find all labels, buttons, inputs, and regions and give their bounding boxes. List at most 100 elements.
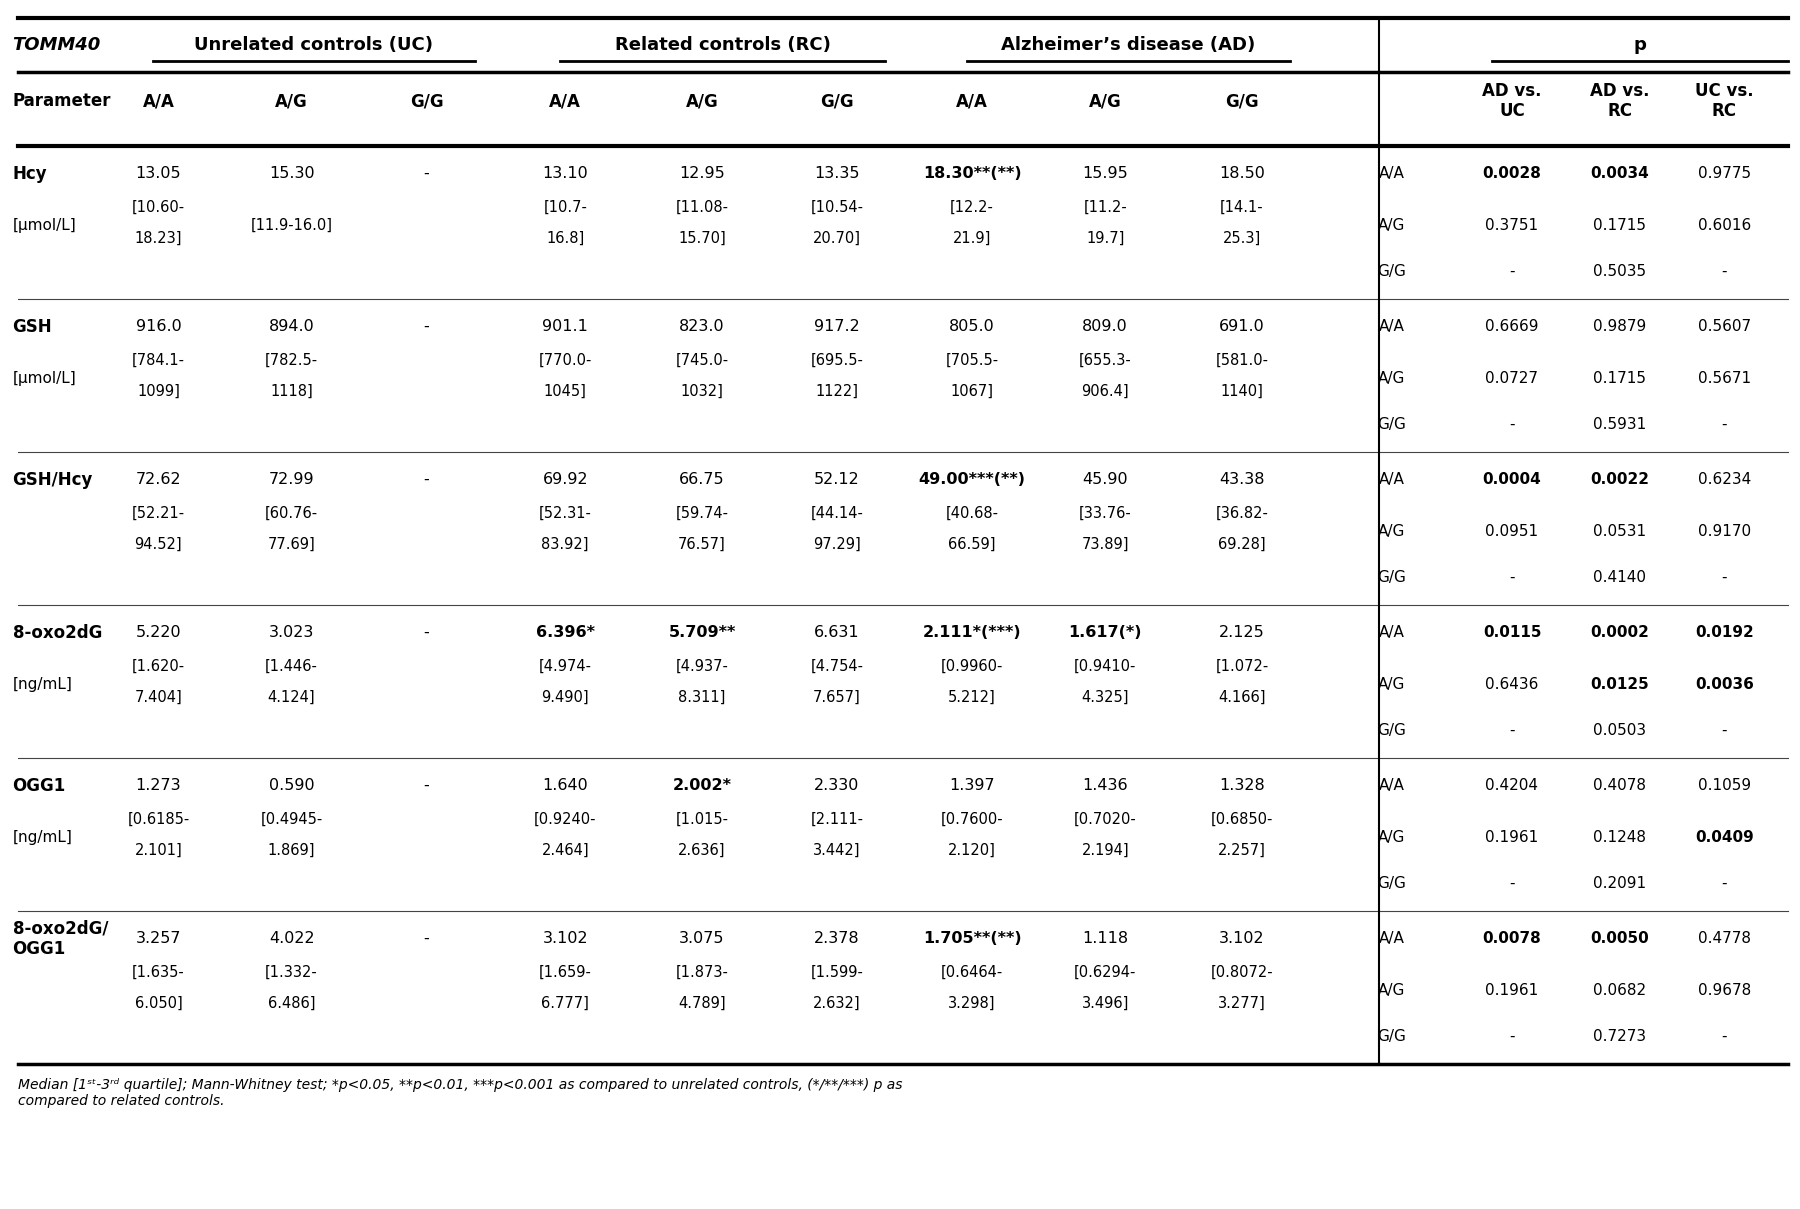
Text: [μmol/L]: [μmol/L]	[13, 218, 76, 233]
Text: [52.21-: [52.21-	[131, 505, 185, 521]
Text: 0.4204: 0.4204	[1485, 779, 1539, 793]
Text: [33.76-: [33.76-	[1078, 505, 1132, 521]
Text: 1140]: 1140]	[1220, 383, 1264, 398]
Text: [770.0-: [770.0-	[538, 353, 592, 368]
Text: 0.4078: 0.4078	[1593, 779, 1647, 793]
Text: 2.330: 2.330	[814, 779, 860, 793]
Text: 0.9879: 0.9879	[1593, 319, 1647, 334]
Text: [1.873-: [1.873-	[675, 965, 729, 979]
Text: 894.0: 894.0	[268, 319, 315, 334]
Text: 1.397: 1.397	[949, 779, 995, 793]
Text: [44.14-: [44.14-	[810, 505, 864, 521]
Text: 2.378: 2.378	[814, 931, 860, 945]
Text: 73.89]: 73.89]	[1082, 537, 1129, 551]
Text: G/G: G/G	[410, 92, 443, 110]
Text: 917.2: 917.2	[814, 319, 860, 334]
Text: p: p	[1634, 36, 1647, 54]
Text: GSH/Hcy: GSH/Hcy	[13, 470, 94, 488]
Text: 2.257]: 2.257]	[1219, 843, 1265, 857]
Text: 66.75: 66.75	[679, 472, 725, 487]
Text: 0.6016: 0.6016	[1697, 218, 1751, 233]
Text: A/A: A/A	[142, 92, 175, 110]
Text: 7.657]: 7.657]	[814, 689, 860, 705]
Text: 6.777]: 6.777]	[542, 995, 589, 1011]
Text: 901.1: 901.1	[542, 319, 589, 334]
Text: [0.6464-: [0.6464-	[941, 965, 1003, 979]
Text: 0.0050: 0.0050	[1591, 931, 1649, 945]
Text: A/A: A/A	[1379, 166, 1404, 181]
Text: 2.120]: 2.120]	[949, 843, 995, 857]
Text: 0.9678: 0.9678	[1697, 983, 1751, 999]
Text: 0.0727: 0.0727	[1485, 371, 1539, 386]
Text: 1.705**(**): 1.705**(**)	[923, 931, 1021, 945]
Text: [1.332-: [1.332-	[265, 965, 319, 979]
Text: [1.635-: [1.635-	[131, 965, 185, 979]
Text: 12.95: 12.95	[679, 166, 725, 181]
Text: 3.257: 3.257	[135, 931, 182, 945]
Text: 0.2091: 0.2091	[1593, 877, 1647, 891]
Text: G/G: G/G	[1377, 1029, 1406, 1043]
Text: [11.9-16.0]: [11.9-16.0]	[250, 218, 333, 233]
Text: [1.072-: [1.072-	[1215, 659, 1269, 673]
Text: [695.5-: [695.5-	[810, 353, 864, 368]
Text: -: -	[1721, 723, 1728, 737]
Text: A/A: A/A	[549, 92, 581, 110]
Text: [0.9410-: [0.9410-	[1075, 659, 1136, 673]
Text: -: -	[1721, 877, 1728, 891]
Text: 0.0409: 0.0409	[1696, 831, 1753, 845]
Text: [782.5-: [782.5-	[265, 353, 319, 368]
Text: -: -	[1508, 569, 1516, 585]
Text: [ng/mL]: [ng/mL]	[13, 831, 72, 845]
Text: 15.95: 15.95	[1082, 166, 1129, 181]
Text: Median [1ˢᵗ-3ʳᵈ quartile]; Mann-Whitney test; *p<0.05, **p<0.01, ***p<0.001 as c: Median [1ˢᵗ-3ʳᵈ quartile]; Mann-Whitney …	[18, 1078, 902, 1109]
Text: 1.640: 1.640	[542, 779, 589, 793]
Text: 0.5931: 0.5931	[1593, 417, 1647, 432]
Text: 0.1961: 0.1961	[1485, 831, 1539, 845]
Text: 8.311]: 8.311]	[679, 689, 725, 705]
Text: 72.99: 72.99	[268, 472, 315, 487]
Text: 0.0503: 0.0503	[1593, 723, 1647, 737]
Text: 13.10: 13.10	[542, 166, 589, 181]
Text: 2.464]: 2.464]	[542, 843, 589, 857]
Text: [4.974-: [4.974-	[538, 659, 592, 673]
Text: 21.9]: 21.9]	[952, 230, 992, 245]
Text: A/G: A/G	[1089, 92, 1121, 110]
Text: [581.0-: [581.0-	[1215, 353, 1269, 368]
Text: -: -	[423, 166, 430, 181]
Text: -: -	[1721, 264, 1728, 279]
Text: 1032]: 1032]	[680, 383, 724, 398]
Text: 0.1715: 0.1715	[1593, 218, 1647, 233]
Text: 805.0: 805.0	[949, 319, 995, 334]
Text: A/G: A/G	[1377, 371, 1406, 386]
Text: Related controls (RC): Related controls (RC)	[614, 36, 830, 54]
Text: 0.5671: 0.5671	[1697, 371, 1751, 386]
Text: 43.38: 43.38	[1219, 472, 1265, 487]
Text: 0.1961: 0.1961	[1485, 983, 1539, 999]
Text: 0.9170: 0.9170	[1697, 523, 1751, 539]
Text: A/A: A/A	[1379, 625, 1404, 640]
Text: [655.3-: [655.3-	[1078, 353, 1132, 368]
Text: 3.496]: 3.496]	[1082, 995, 1129, 1011]
Text: 0.1059: 0.1059	[1697, 779, 1751, 793]
Text: 2.125: 2.125	[1219, 625, 1265, 640]
Text: Alzheimer’s disease (AD): Alzheimer’s disease (AD)	[1001, 36, 1256, 54]
Text: [60.76-: [60.76-	[265, 505, 319, 521]
Text: [10.60-: [10.60-	[131, 199, 185, 215]
Text: 2.111*(***): 2.111*(***)	[923, 625, 1021, 640]
Text: 3.075: 3.075	[679, 931, 725, 945]
Text: GSH: GSH	[13, 318, 52, 336]
Text: 0.0078: 0.0078	[1483, 931, 1541, 945]
Text: 5.212]: 5.212]	[949, 689, 995, 705]
Text: 3.442]: 3.442]	[814, 843, 860, 857]
Text: 76.57]: 76.57]	[679, 537, 725, 551]
Text: 2.194]: 2.194]	[1082, 843, 1129, 857]
Text: 18.50: 18.50	[1219, 166, 1265, 181]
Text: -: -	[1508, 723, 1516, 737]
Text: 906.4]: 906.4]	[1082, 383, 1129, 398]
Text: 2.632]: 2.632]	[814, 995, 860, 1011]
Text: 3.023: 3.023	[268, 625, 315, 640]
Text: [1.446-: [1.446-	[265, 659, 319, 673]
Text: 45.90: 45.90	[1082, 472, 1129, 487]
Text: -: -	[423, 625, 430, 640]
Text: [0.8072-: [0.8072-	[1211, 965, 1273, 979]
